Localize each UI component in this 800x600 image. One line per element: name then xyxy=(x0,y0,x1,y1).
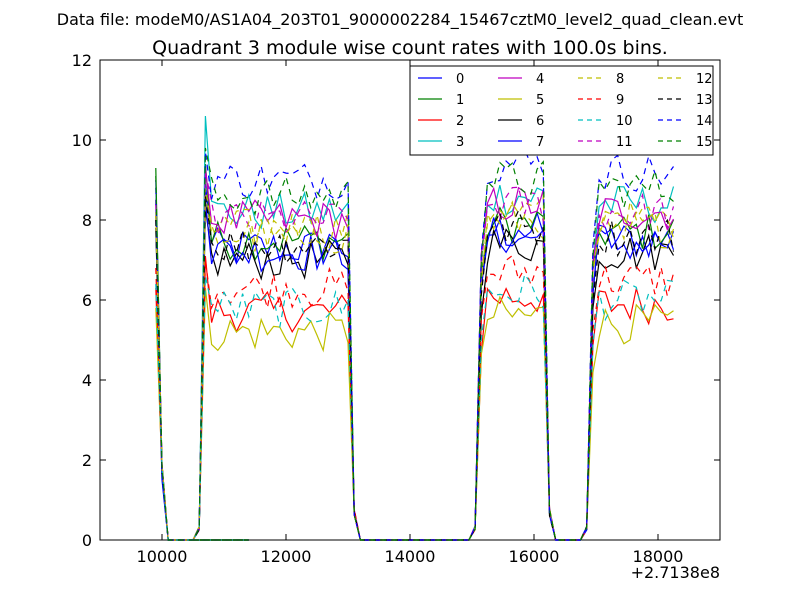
legend-label-5: 5 xyxy=(536,93,544,108)
legend-label-14: 14 xyxy=(696,114,713,129)
legend-frame xyxy=(409,65,714,156)
y-tick-label: 0 xyxy=(82,531,92,550)
legend-label-9: 9 xyxy=(616,93,624,108)
series-line-13 xyxy=(155,195,675,541)
series-line-14 xyxy=(155,148,674,541)
series-line-15 xyxy=(155,147,674,541)
legend-label-6: 6 xyxy=(536,114,544,129)
legend-label-11: 11 xyxy=(616,135,633,150)
legend-label-10: 10 xyxy=(616,114,633,129)
x-tick-label: 14000 xyxy=(385,547,436,566)
series-line-10 xyxy=(155,273,674,541)
chart-title: Quadrant 3 module wise count rates with … xyxy=(152,37,668,59)
legend-label-12: 12 xyxy=(696,72,713,87)
series-layer xyxy=(155,115,675,541)
x-tick-label: 12000 xyxy=(261,547,312,566)
legend-label-7: 7 xyxy=(536,135,544,150)
legend-label-15: 15 xyxy=(696,135,713,150)
y-tick-label: 6 xyxy=(82,291,92,310)
legend-label-2: 2 xyxy=(456,114,464,129)
x-tick-label: 16000 xyxy=(509,547,560,566)
y-tick-label: 4 xyxy=(82,371,92,390)
legend-label-3: 3 xyxy=(456,135,464,150)
series-line-11 xyxy=(155,171,675,541)
legend-label-0: 0 xyxy=(456,72,464,87)
y-tick-label: 8 xyxy=(82,211,92,230)
x-tick-label: 10000 xyxy=(137,547,188,566)
legend-label-4: 4 xyxy=(536,72,544,87)
data-file-label: Data file: modeM0/AS1A04_203T01_90000022… xyxy=(57,10,743,30)
legend-label-8: 8 xyxy=(616,72,624,87)
y-tick-label: 12 xyxy=(72,51,92,70)
legend-label-13: 13 xyxy=(696,93,713,108)
y-tick-label: 10 xyxy=(72,131,92,150)
x-tick-label: 18000 xyxy=(633,547,684,566)
x-offset-label: +2.7138e8 xyxy=(631,563,720,582)
legend-label-1: 1 xyxy=(456,93,464,108)
y-tick-label: 2 xyxy=(82,451,92,470)
